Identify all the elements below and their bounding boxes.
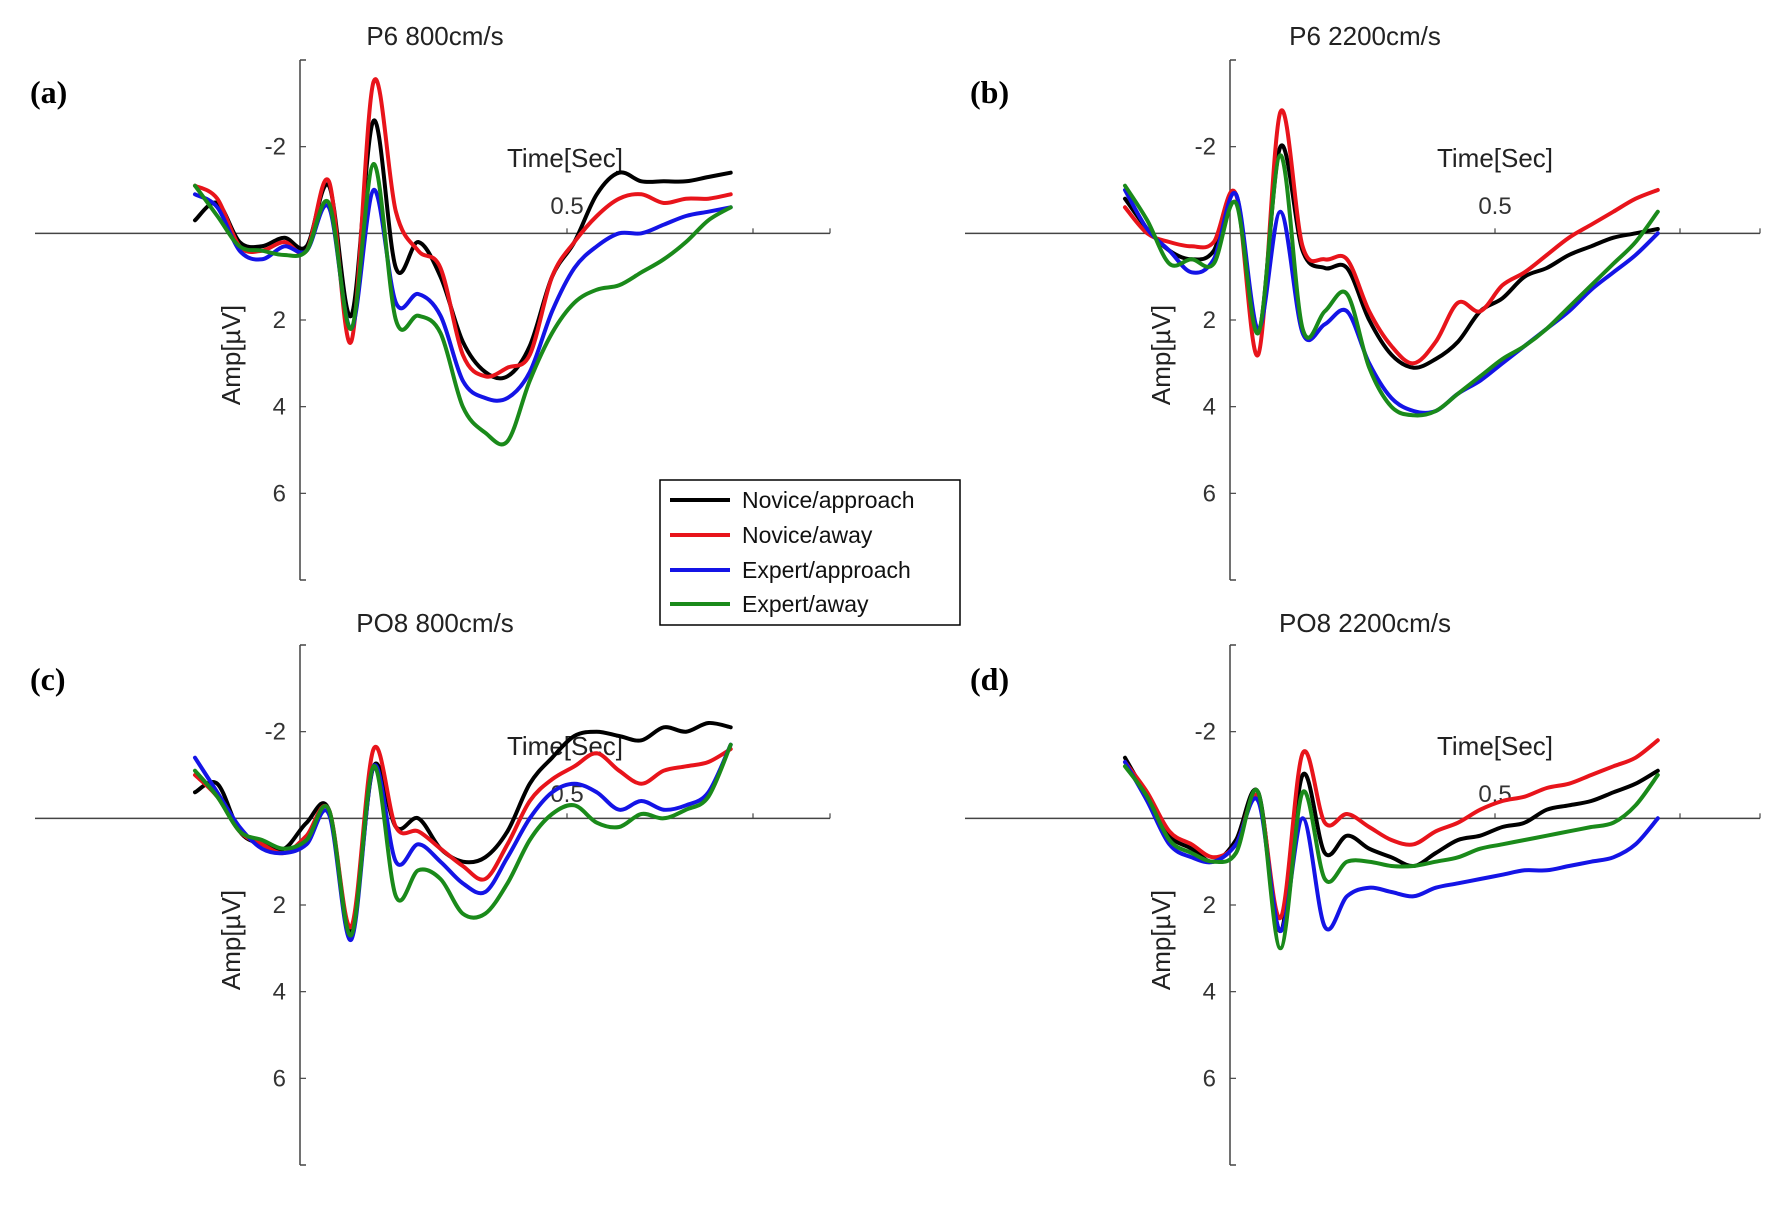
y-tick-label: -2: [1195, 134, 1216, 161]
y-axis-label: Amp[µV]: [216, 890, 246, 990]
panel-letter: (b): [970, 74, 1009, 110]
y-tick-label: 2: [273, 892, 286, 919]
series-line-expert-away: [1123, 764, 1660, 951]
y-tick-label: -2: [1195, 719, 1216, 746]
series-line-expert-approach: [193, 742, 733, 942]
x-axis-label: Time[Sec]: [507, 143, 623, 173]
y-axis-label: Amp[µV]: [1146, 890, 1176, 990]
series-line-novice-away: [1123, 738, 1660, 921]
y-tick-label: -2: [265, 134, 286, 161]
y-tick-label: 6: [273, 480, 286, 507]
legend-label: Expert/approach: [742, 557, 911, 583]
y-tick-label: 4: [273, 394, 286, 421]
chart-title: PO8 800cm/s: [356, 608, 514, 638]
panel-letter: (a): [30, 74, 67, 110]
y-tick-label: 6: [273, 1065, 286, 1092]
series-line-expert-away: [193, 742, 733, 938]
y-tick-label: 6: [1203, 480, 1216, 507]
y-tick-label: 4: [273, 979, 286, 1006]
legend: Novice/approach Novice/away Expert/appro…: [659, 479, 961, 626]
y-tick-label: -2: [265, 719, 286, 746]
legend-box: [659, 479, 961, 626]
panel-b: (b) P6 2200cm/s -2 2 4 6 Time[Sec] 0.5 Amp[µV]: [965, 21, 1761, 581]
y-tick-label: 4: [1203, 979, 1216, 1006]
chart-title: P6 800cm/s: [366, 21, 503, 51]
legend-label: Novice/approach: [742, 487, 915, 513]
panel-letter: (d): [970, 661, 1009, 697]
legend-label: Novice/away: [742, 522, 873, 548]
series-line-expert-approach: [193, 187, 733, 403]
x-tick-label: 0.5: [1478, 193, 1511, 220]
y-tick-label: 6: [1203, 1065, 1216, 1092]
y-axis-label: Amp[µV]: [216, 305, 246, 405]
x-axis-label: Time[Sec]: [1437, 143, 1553, 173]
series-line-expert-away: [193, 161, 733, 447]
y-tick-label: 2: [273, 307, 286, 334]
y-axis-label: Amp[µV]: [1146, 305, 1176, 405]
panel-a: (a) P6 800cm/s -2 2 4 6 Time[Sec] 0.5 Amp[µV]: [30, 21, 831, 581]
legend-label: Expert/away: [742, 591, 869, 617]
series-line-novice-away: [1123, 108, 1660, 366]
x-axis-label: Time[Sec]: [1437, 731, 1553, 761]
chart-title: P6 2200cm/s: [1289, 21, 1441, 51]
panel-letter: (c): [30, 661, 66, 697]
chart-title: PO8 2200cm/s: [1279, 608, 1451, 638]
y-tick-label: 2: [1203, 892, 1216, 919]
panel-d: (d) PO8 2200cm/s -2246Time[Sec]0.5Amp[µV…: [965, 608, 1761, 1166]
y-tick-label: 2: [1203, 307, 1216, 334]
y-tick-label: 4: [1203, 394, 1216, 421]
x-tick-label: 0.5: [550, 193, 583, 220]
series-line-novice-approach: [193, 118, 733, 381]
series-line-expert-away: [1123, 153, 1660, 418]
